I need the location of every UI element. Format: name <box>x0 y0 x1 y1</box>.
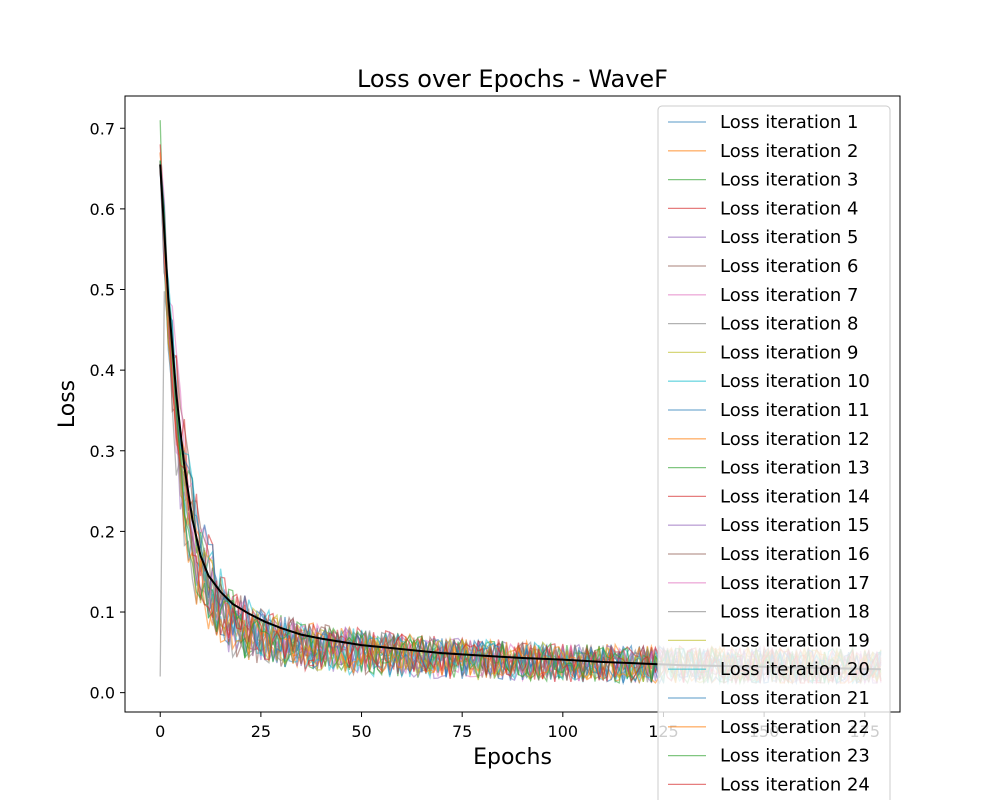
x-tick-label: 0 <box>155 722 165 741</box>
chart-title: Loss over Epochs - WaveF <box>357 65 668 93</box>
legend-label: Loss iteration 16 <box>720 544 870 565</box>
legend-label: Loss iteration 21 <box>720 688 870 709</box>
y-tick-label: 0.4 <box>90 361 115 380</box>
y-axis-label: Loss <box>55 380 80 428</box>
legend-label: Loss iteration 20 <box>720 659 870 680</box>
legend-label: Loss iteration 13 <box>720 458 870 479</box>
y-tick-label: 0.6 <box>90 200 115 219</box>
legend-label: Loss iteration 17 <box>720 573 870 594</box>
legend-label: Loss iteration 9 <box>720 342 858 363</box>
legend-label: Loss iteration 23 <box>720 746 870 767</box>
legend-label: Loss iteration 1 <box>720 112 858 133</box>
legend-label: Loss iteration 18 <box>720 602 870 623</box>
legend-label: Loss iteration 22 <box>720 717 870 738</box>
legend-label: Loss iteration 15 <box>720 515 870 536</box>
y-axis-ticks: 0.0 0.1 0.2 0.3 0.4 0.5 0.6 0.7 <box>90 119 125 703</box>
legend: Loss iteration 1 Loss iteration 2 Loss ite… <box>657 105 891 800</box>
legend-label: Loss iteration 11 <box>720 400 870 421</box>
y-tick-label: 0.5 <box>90 281 115 300</box>
x-tick-label: 75 <box>452 722 472 741</box>
y-tick-label: 0.3 <box>90 442 115 461</box>
y-tick-label: 0.1 <box>90 603 115 622</box>
y-tick-label: 0.7 <box>90 119 115 138</box>
legend-label: Loss iteration 2 <box>720 141 858 162</box>
legend-label: Loss iteration 3 <box>720 170 858 191</box>
legend-label: Loss iteration 19 <box>720 630 870 651</box>
legend-label: Loss iteration 12 <box>720 429 870 450</box>
x-tick-label: 50 <box>351 722 371 741</box>
y-tick-label: 0.0 <box>90 684 115 703</box>
legend-box <box>657 105 891 800</box>
legend-label: Loss iteration 10 <box>720 371 870 392</box>
y-tick-label: 0.2 <box>90 522 115 541</box>
x-axis-label: Epochs <box>473 745 552 770</box>
plot-frame <box>124 95 901 713</box>
legend-label: Loss iteration 5 <box>720 227 858 248</box>
legend-label: Loss iteration 4 <box>720 198 858 219</box>
legend-label: Loss iteration 14 <box>720 486 870 507</box>
legend-label: Loss iteration 6 <box>720 256 858 277</box>
x-tick-label: 25 <box>251 722 271 741</box>
legend-label: Loss iteration 24 <box>720 774 870 795</box>
legend-label: Loss iteration 8 <box>720 314 858 335</box>
x-tick-label: 100 <box>548 722 579 741</box>
legend-label: Loss iteration 7 <box>720 285 858 306</box>
